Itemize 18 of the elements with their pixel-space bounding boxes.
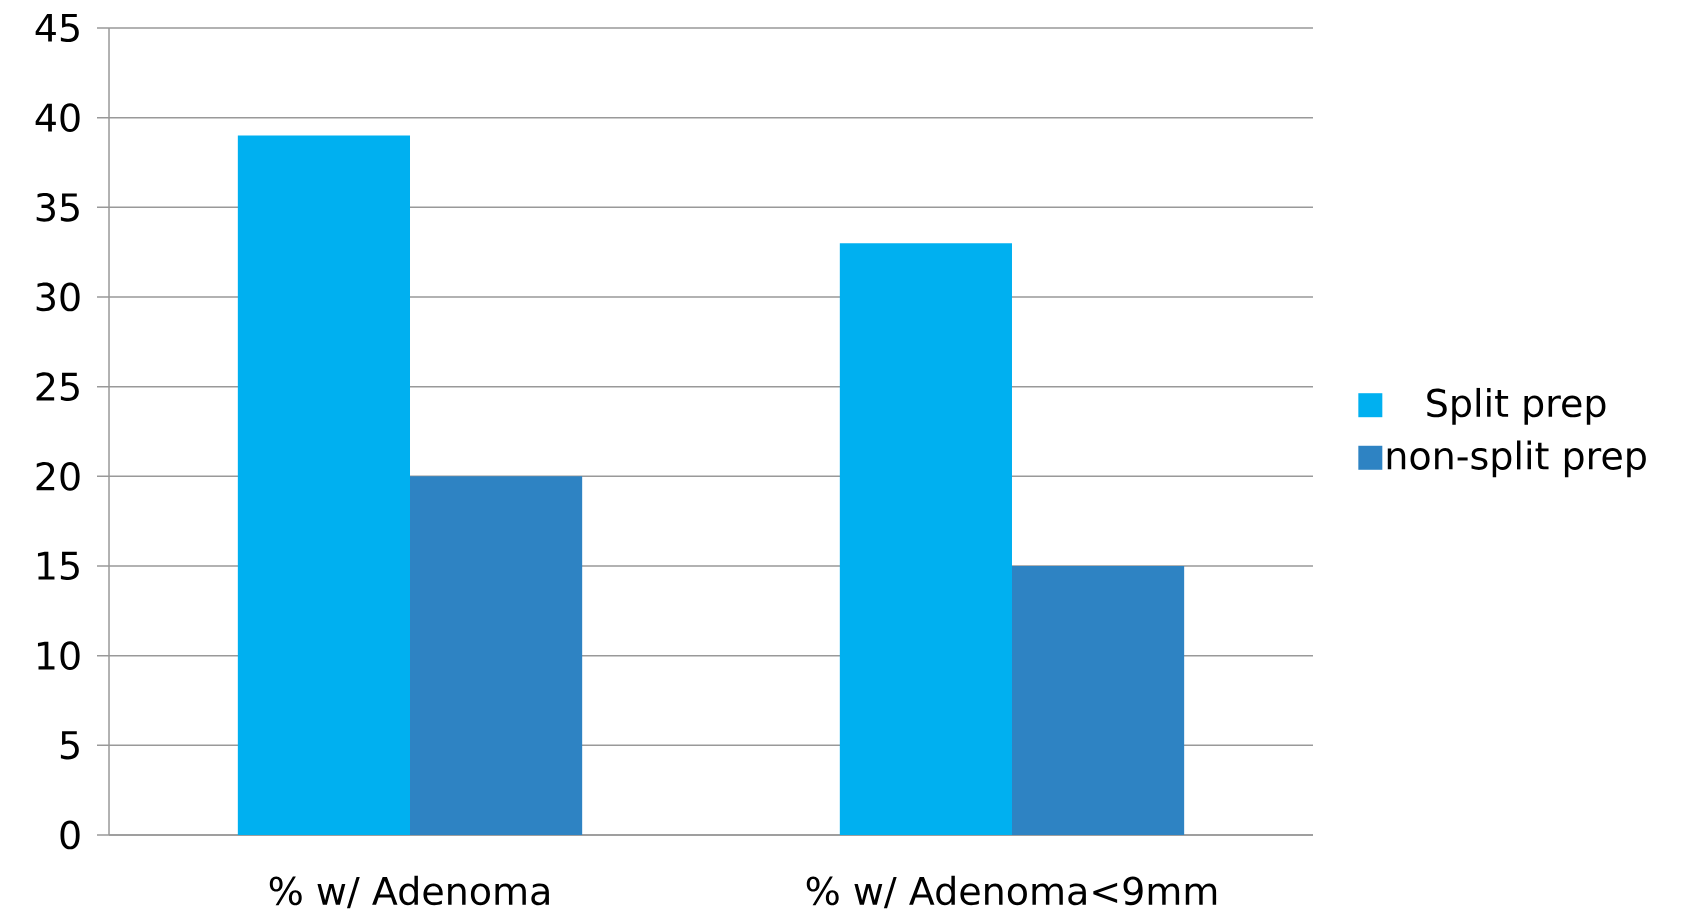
y-tick-label: 5 [60,731,79,760]
bar [237,135,411,835]
y-tick-label: 30 [36,282,80,312]
y-tick-label: 0 [60,820,80,850]
x-tick-label: % w/ Adenoma<9mm [806,875,1217,909]
y-tick-label: 45 [35,13,79,43]
y-tick-label: 40 [35,103,80,133]
y-tick-label: 15 [37,551,79,581]
bar [839,243,1012,835]
y-tick-label: 20 [36,461,80,491]
legend-label: non-split prep [1387,440,1646,478]
x-tick-label: % w/ Adenoma [269,875,549,909]
bar [1011,565,1185,835]
y-tick-label: 10 [37,641,80,671]
legend-label: Split prep [1427,387,1606,425]
y-tick-label: 35 [36,192,79,222]
bar [410,476,583,835]
y-tick-label: 25 [36,372,79,402]
